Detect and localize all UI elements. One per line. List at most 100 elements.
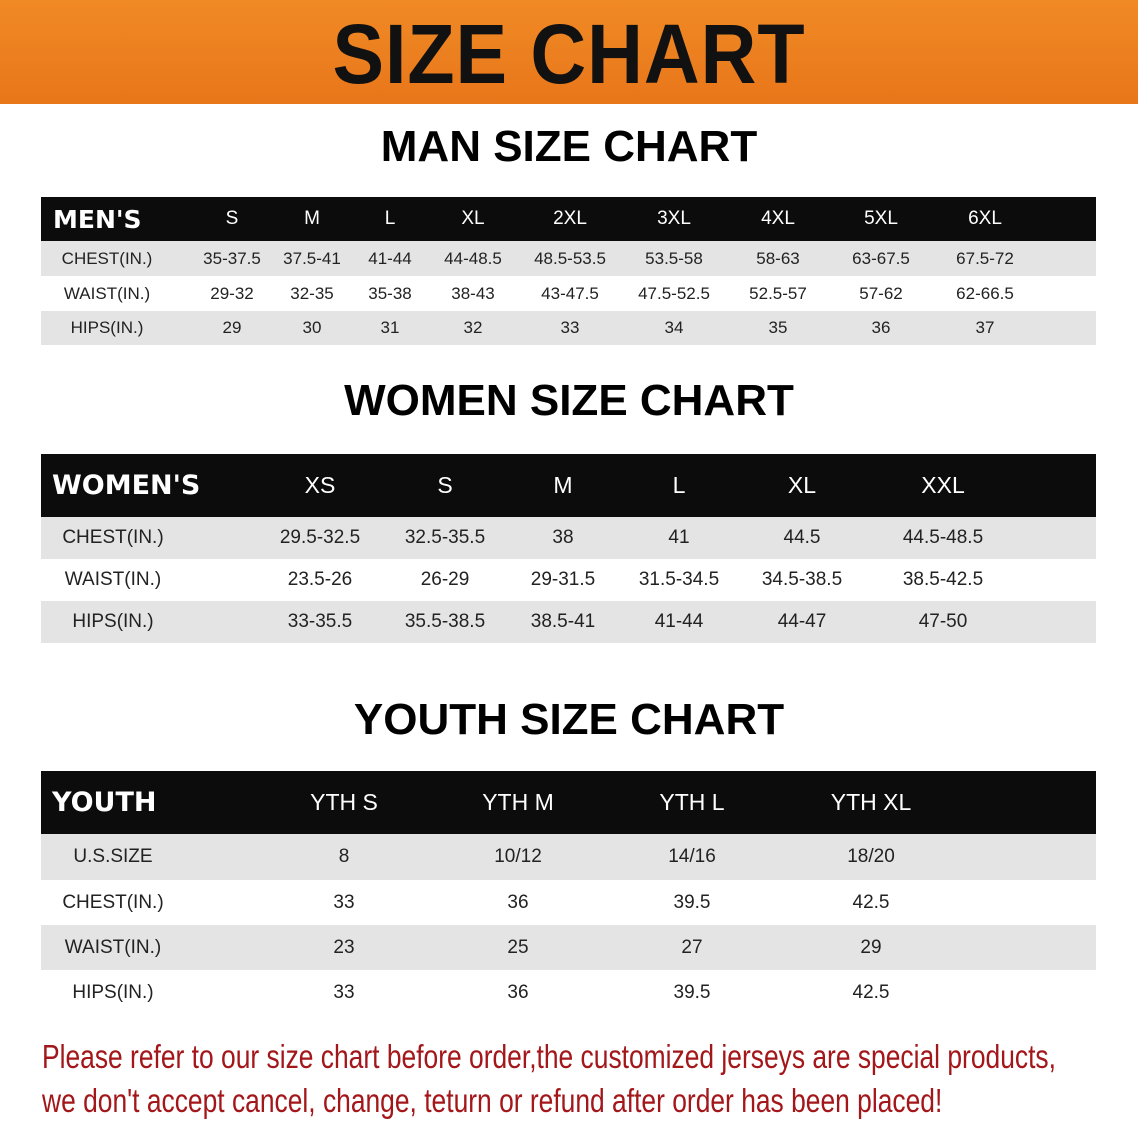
table-cell: 8 bbox=[338, 846, 350, 867]
measurement-label: WAIST(IN.) bbox=[63, 283, 151, 303]
table-cell: 23.5-26 bbox=[287, 569, 353, 590]
table-cell: 29 bbox=[222, 318, 242, 337]
size-column-header: S bbox=[437, 472, 453, 498]
table-cell: 43-47.5 bbox=[541, 283, 599, 303]
table-cell: 44.5 bbox=[783, 527, 821, 548]
table-cell: 35-37.5 bbox=[203, 248, 261, 268]
size-column-header: YTH L bbox=[659, 789, 725, 815]
table-cell: 25 bbox=[507, 936, 529, 958]
table-cell: 53.5-58 bbox=[645, 248, 703, 268]
table-cell: 29-31.5 bbox=[530, 569, 596, 590]
table-cell: 30 bbox=[302, 318, 322, 337]
size-column-header: L bbox=[672, 472, 686, 498]
table-cell: 47.5-52.5 bbox=[638, 283, 710, 303]
table-cell: 38.5-42.5 bbox=[902, 569, 984, 590]
size-column-header: 4XL bbox=[761, 208, 795, 229]
women-section-title: WOMEN SIZE CHART bbox=[344, 376, 794, 425]
table-cell: 23 bbox=[333, 936, 355, 958]
table-cell: 35.5-38.5 bbox=[404, 611, 486, 632]
table-cell: 44-47 bbox=[777, 611, 827, 632]
table-cell: 58-63 bbox=[756, 248, 800, 268]
table-cell: 34 bbox=[664, 318, 684, 337]
table-row: HIPS(IN.) 29 30 31 32 33 34 35 36 37 bbox=[41, 311, 1096, 345]
size-column-header: M bbox=[553, 472, 573, 498]
table-cell: 44.5-48.5 bbox=[902, 527, 984, 548]
size-column-header: 2XL bbox=[553, 208, 587, 229]
table-header-label: YOUTH bbox=[52, 787, 157, 818]
table-row: CHEST(IN.) 35-37.5 37.5-41 41-44 44-48.5 48.5… bbox=[41, 241, 1096, 276]
table-cell: 33-35.5 bbox=[287, 611, 353, 632]
disclaimer-line-1: Please refer to our size chart before or… bbox=[42, 1038, 1056, 1075]
size-column-header: M bbox=[304, 208, 320, 229]
banner-title: SIZE CHART bbox=[332, 7, 806, 101]
youth-size-table: YOUTH YTH S YTH M YTH L YTH XL U.S.SIZE 8 10/12… bbox=[41, 771, 1096, 1015]
measurement-label: HIPS(IN.) bbox=[72, 981, 154, 1003]
table-cell: 29 bbox=[860, 936, 882, 958]
table-cell: 38.5-41 bbox=[530, 611, 596, 632]
size-column-header: YTH S bbox=[310, 789, 378, 815]
table-cell: 36 bbox=[507, 891, 529, 913]
size-column-header: XXL bbox=[921, 472, 965, 498]
table-cell: 44-48.5 bbox=[444, 248, 502, 268]
measurement-label: CHEST(IN.) bbox=[62, 527, 164, 548]
table-cell: 10/12 bbox=[494, 846, 542, 867]
table-cell: 36 bbox=[507, 981, 529, 1003]
table-cell: 63-67.5 bbox=[852, 248, 910, 268]
measurement-label: CHEST(IN.) bbox=[62, 891, 164, 913]
table-cell: 57-62 bbox=[859, 283, 903, 303]
table-row: WAIST(IN.) 29-32 32-35 35-38 38-43 43-47.5 47.… bbox=[41, 276, 1096, 311]
table-cell: 41 bbox=[668, 527, 690, 548]
table-cell: 42.5 bbox=[852, 981, 890, 1003]
table-cell: 34.5-38.5 bbox=[761, 569, 843, 590]
table-cell: 41-44 bbox=[368, 248, 412, 268]
table-cell: 18/20 bbox=[847, 846, 895, 867]
table-cell: 33 bbox=[333, 981, 355, 1003]
table-row: HIPS(IN.) 33-35.5 35.5-38.5 38.5-41 41-44 44-… bbox=[41, 601, 1096, 643]
table-cell: 39.5 bbox=[673, 891, 711, 913]
table-cell: 35 bbox=[768, 318, 788, 337]
table-cell: 31 bbox=[380, 318, 400, 337]
table-cell: 38-43 bbox=[451, 283, 495, 303]
table-row: HIPS(IN.) 33 36 39.5 42.5 bbox=[41, 970, 1096, 1015]
table-cell: 32 bbox=[463, 318, 483, 337]
table-header-label: MEN'S bbox=[53, 204, 142, 234]
table-header-row: YOUTH YTH S YTH M YTH L YTH XL bbox=[41, 771, 1096, 834]
table-cell: 37 bbox=[975, 318, 995, 337]
table-header-row: WOMEN'S XS S M L XL XXL bbox=[41, 454, 1096, 517]
measurement-label: U.S.SIZE bbox=[73, 846, 153, 867]
title-banner: SIZE CHART bbox=[0, 0, 1138, 104]
size-column-header: 6XL bbox=[968, 208, 1002, 229]
measurement-label: WAIST(IN.) bbox=[64, 569, 162, 590]
table-cell: 33 bbox=[560, 318, 580, 337]
table-cell: 27 bbox=[681, 936, 703, 958]
table-cell: 32.5-35.5 bbox=[404, 527, 486, 548]
table-cell: 35-38 bbox=[368, 283, 412, 303]
size-column-header: XL bbox=[461, 208, 485, 229]
table-cell: 52.5-57 bbox=[749, 283, 807, 303]
table-row: CHEST(IN.) 33 36 39.5 42.5 bbox=[41, 880, 1096, 925]
measurement-label: HIPS(IN.) bbox=[70, 318, 144, 337]
measurement-label: WAIST(IN.) bbox=[64, 936, 162, 958]
table-cell: 31.5-34.5 bbox=[638, 569, 720, 590]
measurement-label: CHEST(IN.) bbox=[61, 248, 153, 268]
disclaimer-line-2: we don't accept cancel, change, teturn o… bbox=[42, 1082, 943, 1119]
table-cell: 29-32 bbox=[210, 283, 254, 303]
table-header-label: WOMEN'S bbox=[52, 470, 201, 501]
table-cell: 48.5-53.5 bbox=[534, 248, 606, 268]
youth-section-title: YOUTH SIZE CHART bbox=[353, 695, 785, 744]
table-cell: 32-35 bbox=[290, 283, 334, 303]
table-cell: 14/16 bbox=[668, 846, 716, 867]
size-column-header: XS bbox=[304, 472, 336, 498]
size-column-header: XL bbox=[787, 472, 817, 498]
table-row: CHEST(IN.) 29.5-32.5 32.5-35.5 38 41 44.5 44.5… bbox=[41, 517, 1096, 559]
women-size-table: WOMEN'S XS S M L XL XXL CHEST(IN.) 29.5-32.5 32.5… bbox=[41, 454, 1096, 643]
table-cell: 39.5 bbox=[673, 981, 711, 1003]
table-header-row: MEN'S S M L XL 2XL 3XL 4XL 5XL 6XL bbox=[41, 197, 1096, 241]
size-column-header: YTH XL bbox=[830, 789, 912, 815]
measurement-label: HIPS(IN.) bbox=[72, 611, 154, 632]
size-column-header: 3XL bbox=[657, 208, 691, 229]
table-cell: 29.5-32.5 bbox=[279, 527, 361, 548]
table-row: U.S.SIZE 8 10/12 14/16 18/20 bbox=[41, 834, 1096, 880]
table-row: WAIST(IN.) 23 25 27 29 bbox=[41, 925, 1096, 970]
table-cell: 47-50 bbox=[918, 611, 968, 632]
